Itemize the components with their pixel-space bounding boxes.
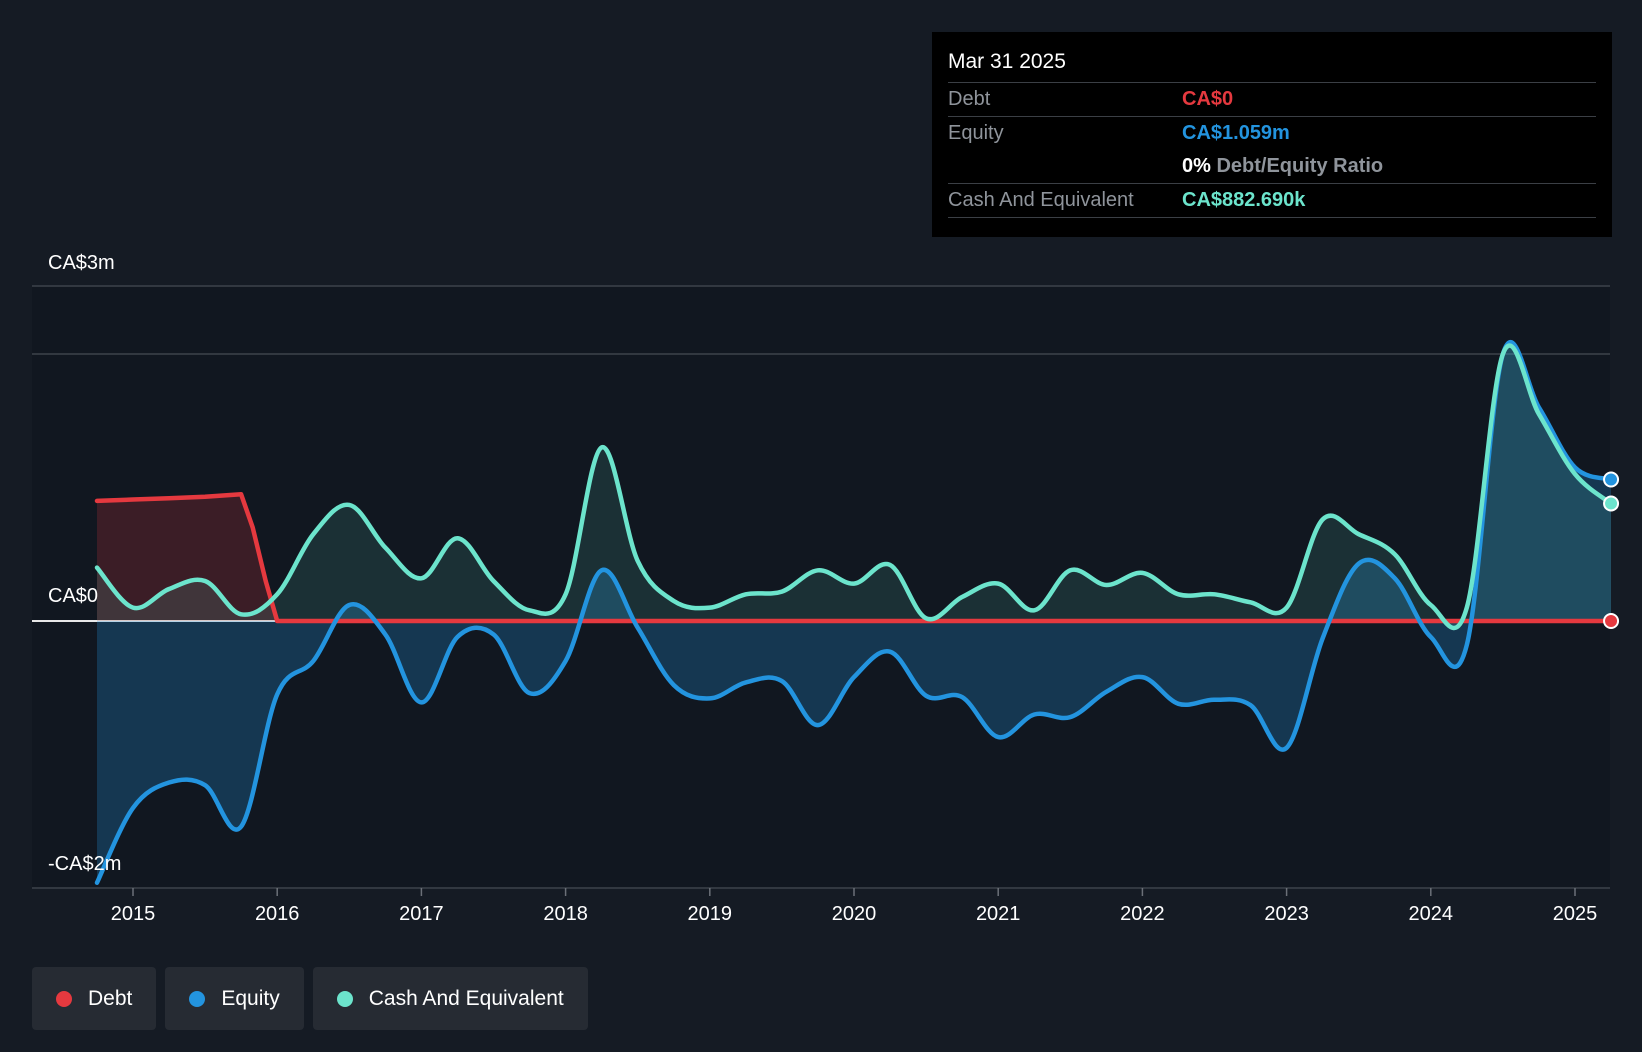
cash-end-marker [1603,495,1620,512]
tooltip-row-cash: Cash And Equivalent CA$882.690k [948,183,1596,218]
legend-label-debt: Debt [88,986,133,1010]
debt-area [97,494,1611,621]
x-tick-label-2018: 2018 [543,903,588,925]
x-tick-label-2021: 2021 [976,903,1021,925]
x-tick-label-2023: 2023 [1264,903,1309,925]
debt-line [94,491,1614,624]
x-tick-label-2025: 2025 [1553,903,1598,925]
y-axis-label-bottom: -CA$2m [48,853,121,875]
x-tick-label-2024: 2024 [1409,903,1454,925]
legend-label-cash: Cash And Equivalent [368,986,564,1010]
legend-item-equity[interactable]: Equity [165,967,304,1030]
x-tick-label-2017: 2017 [399,903,444,925]
x-tick-label-2020: 2020 [832,903,877,925]
chart-legend: Debt Equity Cash And Equivalent [32,967,588,1030]
legend-dot-equity-icon [189,990,206,1007]
y-axis-label-top: CA$3m [48,252,115,274]
tooltip-row-equity: Equity CA$1.059m [948,116,1596,150]
tooltip-ratio-label: Debt/Equity Ratio [1216,155,1384,177]
tooltip-ratio-value: 0% [1182,155,1211,177]
tooltip-cash-value: CA$882.690k [1182,189,1306,211]
equity-line [94,340,1614,885]
x-tick-label-2019: 2019 [688,903,733,925]
tooltip-ratio-spacer [948,150,1182,183]
tooltip-date: Mar 31 2025 [948,50,1066,73]
legend-item-cash[interactable]: Cash And Equivalent [312,967,588,1030]
tooltip-panel: Mar 31 2025 Debt CA$0 Equity CA$1.059m 0… [932,32,1612,237]
tooltip-row-ratio: 0% Debt/Equity Ratio [948,150,1596,183]
x-tick-label-2022: 2022 [1120,903,1165,925]
tooltip-equity-label: Equity [948,122,1004,144]
legend-label-equity: Equity [221,986,280,1010]
marker-layer [1603,471,1620,629]
legend-item-debt[interactable]: Debt [32,967,157,1030]
tooltip-equity-value: CA$1.059m [1182,122,1290,144]
tooltip-row-debt: Debt CA$0 [948,82,1596,116]
debt-equity-chart: CA$3m CA$0 -CA$2m 2015 2016 2017 2018 2019 20… [32,252,1620,925]
x-tick-label-2016: 2016 [255,903,300,925]
legend-dot-debt-icon [56,990,72,1007]
tooltip-cash-label: Cash And Equivalent [948,189,1134,211]
debt-end-marker [1603,613,1620,629]
tooltip-debt-label: Debt [948,88,991,110]
legend-dot-cash-icon [336,990,353,1007]
plot-background [32,286,1610,888]
tooltip-debt-value: CA$0 [1182,88,1234,110]
equity-end-marker [1603,471,1620,488]
x-axis-ticks: 2015 2016 2017 2018 2019 2020 2021 2022 2023 2024… [111,888,1598,925]
cash-line [94,343,1614,630]
line-layer [94,340,1614,885]
label-layer: CA$3m CA$0 -CA$2m [48,252,121,875]
x-tick-label-2015: 2015 [111,903,156,925]
y-axis-label-zero: CA$0 [48,585,98,607]
